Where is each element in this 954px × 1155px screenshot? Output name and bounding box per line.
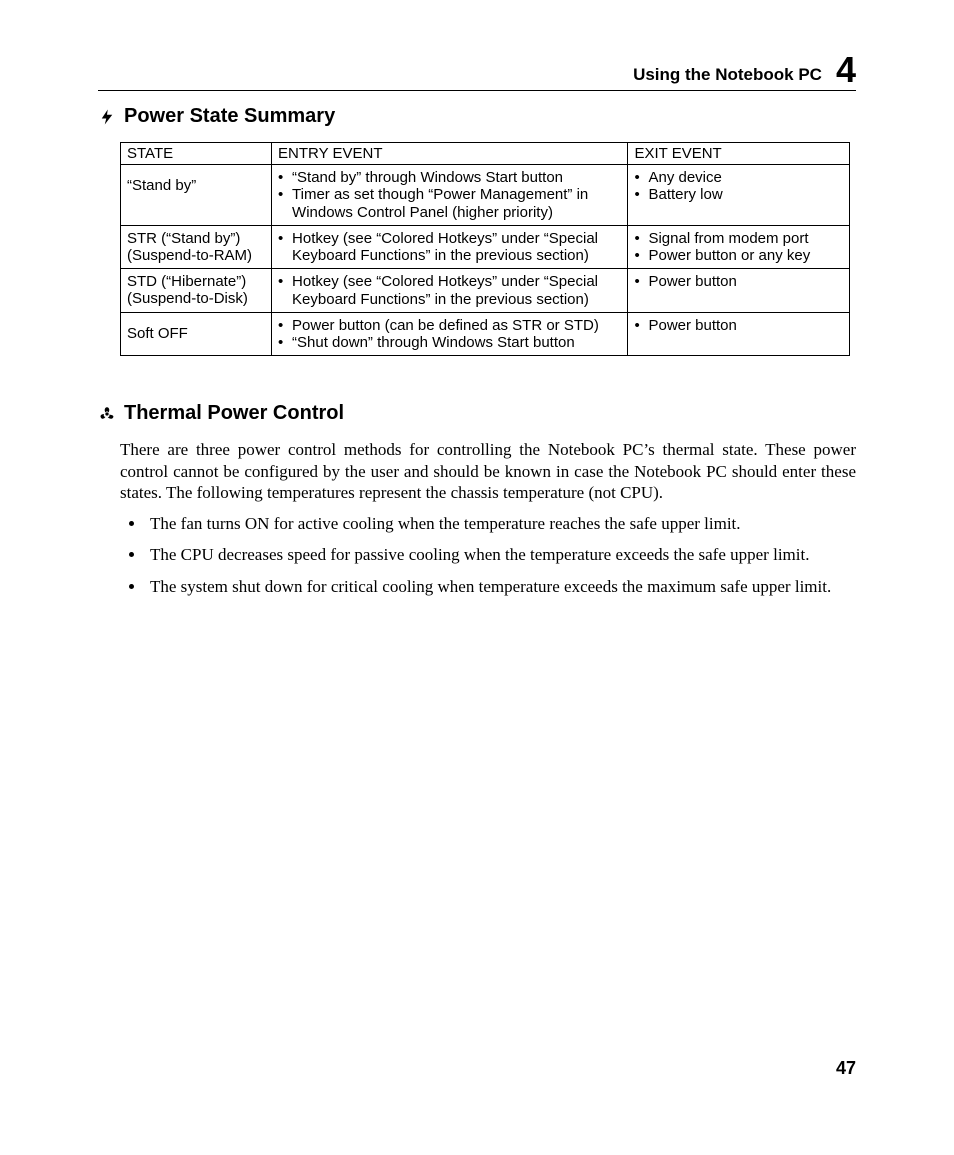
lightning-bolt-icon xyxy=(98,108,116,126)
list-item: “Shut down” through Windows Start button xyxy=(278,334,621,351)
list-item: Any device xyxy=(634,169,843,186)
section-title: Thermal Power Control xyxy=(124,402,344,425)
power-state-table: STATE ENTRY EVENT EXIT EVENT “Stand by”“… xyxy=(120,142,850,356)
table-row: STD (“Hibernate”)(Suspend-to-Disk)Hotkey… xyxy=(121,269,850,313)
list-item: The fan turns ON for active cooling when… xyxy=(146,513,856,534)
list-item: Power button xyxy=(634,273,843,290)
exit-event-cell: Power button xyxy=(628,312,850,356)
list-item: Power button xyxy=(634,317,843,334)
section-thermal-power-control: Thermal Power Control There are three po… xyxy=(98,402,856,597)
list-item: The system shut down for critical coolin… xyxy=(146,576,856,597)
list-item: Power button or any key xyxy=(634,247,843,264)
section-power-state-summary: Power State Summary STATE ENTRY EVENT EX… xyxy=(98,105,856,356)
state-cell: “Stand by” xyxy=(121,165,272,226)
chapter-number: 4 xyxy=(836,52,856,88)
list-item: Battery low xyxy=(634,186,843,203)
chapter-header: Using the Notebook PC 4 xyxy=(98,50,856,91)
state-cell: Soft OFF xyxy=(121,312,272,356)
section-heading-thermal: Thermal Power Control xyxy=(98,402,856,425)
page-number: 47 xyxy=(836,1058,856,1079)
page: Using the Notebook PC 4 Power State Summ… xyxy=(0,0,954,1155)
exit-event-cell: Signal from modem portPower button or an… xyxy=(628,225,850,269)
table-row: Soft OFF Power button (can be defined as … xyxy=(121,312,850,356)
exit-event-cell: Power button xyxy=(628,269,850,313)
table-row: “Stand by”“Stand by” through Windows Sta… xyxy=(121,165,850,226)
table-row: STR (“Stand by”)(Suspend-to-RAM)Hotkey (… xyxy=(121,225,850,269)
exit-event-cell: Any deviceBattery low xyxy=(628,165,850,226)
list-item: “Stand by” through Windows Start button xyxy=(278,169,621,186)
fan-icon xyxy=(98,405,116,423)
list-item: Hotkey (see “Colored Hotkeys” under “Spe… xyxy=(278,273,621,308)
section-heading-power-state: Power State Summary xyxy=(98,105,856,128)
entry-event-cell: “Stand by” through Windows Start buttonT… xyxy=(272,165,628,226)
list-item: The CPU decreases speed for passive cool… xyxy=(146,544,856,565)
list-item: Power button (can be defined as STR or S… xyxy=(278,317,621,334)
state-cell: STR (“Stand by”)(Suspend-to-RAM) xyxy=(121,225,272,269)
entry-event-cell: Hotkey (see “Colored Hotkeys” under “Spe… xyxy=(272,269,628,313)
table-header-row: STATE ENTRY EVENT EXIT EVENT xyxy=(121,143,850,165)
state-cell: STD (“Hibernate”)(Suspend-to-Disk) xyxy=(121,269,272,313)
thermal-paragraph: There are three power control methods fo… xyxy=(120,439,856,503)
table-header-state: STATE xyxy=(121,143,272,165)
list-item: Timer as set though “Power Management” i… xyxy=(278,186,621,221)
section-title: Power State Summary xyxy=(124,105,335,128)
table-header-entry: ENTRY EVENT xyxy=(272,143,628,165)
entry-event-cell: Power button (can be defined as STR or S… xyxy=(272,312,628,356)
table-header-exit: EXIT EVENT xyxy=(628,143,850,165)
thermal-bullet-list: The fan turns ON for active cooling when… xyxy=(120,513,856,597)
list-item: Hotkey (see “Colored Hotkeys” under “Spe… xyxy=(278,230,621,265)
list-item: Signal from modem port xyxy=(634,230,843,247)
entry-event-cell: Hotkey (see “Colored Hotkeys” under “Spe… xyxy=(272,225,628,269)
chapter-title: Using the Notebook PC xyxy=(633,65,822,85)
